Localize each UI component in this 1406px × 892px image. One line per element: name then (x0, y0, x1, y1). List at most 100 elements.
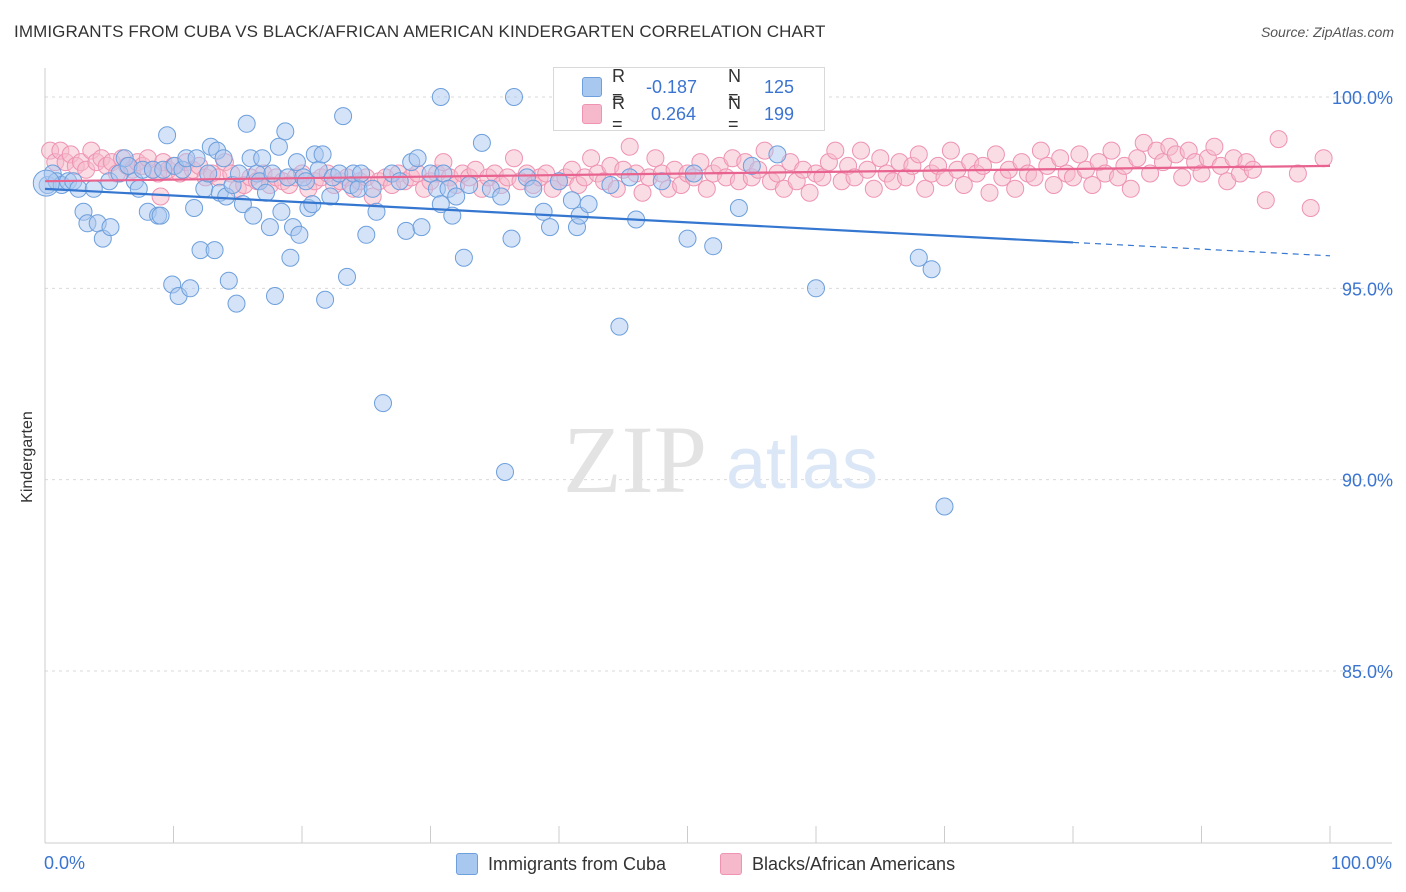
black-point-148 (954, 176, 973, 194)
cuba-point-60 (276, 122, 295, 141)
cuba-point-35 (195, 179, 214, 198)
legend-swatch-black (720, 853, 742, 875)
cuba-point-120 (652, 172, 671, 191)
y-tick-labels: 100.0% 95.0% 90.0% 85.0% (1332, 88, 1393, 682)
cuba-point-115 (579, 195, 598, 214)
cuba-point-96 (434, 164, 453, 183)
trend-line-black (44, 164, 1331, 183)
black-point-153 (986, 145, 1005, 164)
trend-line-cuba (44, 187, 1074, 244)
cuba-point-23 (151, 206, 170, 225)
stats-n-value: 125 (764, 76, 795, 97)
trend-lines (44, 164, 1331, 257)
cuba-point-117 (610, 317, 629, 336)
legend-label-cuba: Immigrants from Cuba (488, 853, 667, 874)
chart-axes (44, 68, 1392, 844)
cuba-point-64 (287, 153, 306, 172)
cuba-point-89 (397, 221, 416, 240)
black-point-141 (909, 145, 928, 164)
cuba-point-74 (321, 187, 340, 206)
black-point-133 (858, 160, 877, 179)
cuba-point-105 (496, 463, 514, 481)
legend-item-black[interactable]: Blacks/African Americans (720, 850, 955, 878)
cuba-point-31 (181, 279, 200, 298)
black-point-124 (800, 183, 819, 202)
black-point-134 (864, 179, 883, 198)
stats-r-value: -0.187 (646, 76, 698, 97)
cuba-point-99 (447, 187, 466, 206)
cuba-point-88 (390, 172, 409, 191)
black-point-142 (916, 179, 935, 198)
black-point-185 (1192, 164, 1211, 183)
black-point-195 (1269, 130, 1288, 149)
black-point-156 (1006, 179, 1025, 198)
cuba-point-102 (472, 133, 491, 152)
cuba-point-129 (922, 260, 941, 279)
y-axis-label: Kindergarten (19, 411, 36, 503)
black-point-194 (1256, 191, 1275, 210)
black-point-29 (151, 187, 170, 206)
x-tick-label-min: 0.0% (44, 853, 85, 873)
x-tick-label-max: 100.0% (1331, 853, 1392, 873)
cuba-point-54 (257, 183, 275, 202)
cuba-point-125 (742, 156, 761, 175)
cuba-point-126 (768, 145, 787, 164)
cuba-point-6 (69, 179, 88, 198)
black-point-108 (697, 179, 716, 198)
cuba-point-109 (534, 202, 553, 221)
black-point-100 (646, 149, 665, 168)
cuba-point-104 (492, 187, 511, 206)
cuba-point-92 (412, 218, 431, 237)
stats-r-label: R = (612, 93, 625, 134)
black-point-132 (852, 141, 870, 160)
cuba-point-58 (269, 137, 288, 156)
cuba-point-84 (363, 179, 382, 198)
chart-source: Source: ZipAtlas.com (1260, 24, 1394, 40)
cuba-point-112 (562, 191, 581, 210)
cuba-point-32 (185, 199, 204, 217)
cuba-point-116 (601, 176, 620, 194)
black-point-163 (1051, 149, 1070, 168)
cuba-point-128 (909, 248, 928, 267)
y-tick-label-2: 90.0% (1342, 471, 1393, 491)
cuba-point-77 (334, 107, 353, 126)
black-point-146 (941, 141, 960, 160)
black-point-166 (1070, 145, 1089, 164)
chart-title: IMMIGRANTS FROM CUBA VS BLACK/AFRICAN AM… (14, 22, 826, 41)
black-point-162 (1044, 176, 1063, 194)
legend-item-cuba[interactable]: Immigrants from Cuba (456, 850, 666, 878)
y-tick-label-0: 100.0% (1332, 88, 1393, 108)
y-tick-label-1: 95.0% (1342, 279, 1393, 299)
cuba-point-132 (505, 88, 523, 106)
cuba-point-86 (374, 394, 392, 413)
cuba-point-50 (244, 206, 263, 225)
cuba-point-48 (237, 114, 256, 133)
cuba-point-127 (807, 279, 825, 298)
black-point-96 (620, 137, 639, 156)
cuba-point-38 (205, 241, 224, 260)
cuba-point-123 (704, 237, 723, 256)
black-point-175 (1128, 149, 1147, 168)
cuba-point-85 (367, 202, 386, 221)
black-point-160 (1031, 141, 1050, 160)
black-point-193 (1243, 160, 1262, 179)
stats-swatch-black (582, 104, 602, 124)
black-point-135 (871, 149, 890, 168)
cuba-point-73 (316, 290, 335, 309)
cuba-point-82 (352, 164, 371, 183)
cuba-point-131 (431, 88, 450, 106)
black-point-90 (582, 149, 601, 168)
black-point-78 (505, 149, 523, 168)
stats-r-value: 0.264 (646, 103, 697, 124)
black-point-126 (813, 168, 832, 187)
black-point-128 (826, 141, 845, 160)
cuba-point-78 (338, 267, 356, 286)
black-point-152 (980, 183, 999, 202)
cuba-point-91 (408, 149, 427, 168)
cuba-point-130 (935, 497, 954, 516)
stats-n-label: N = (728, 66, 741, 107)
legend-label-black: Blacks/African Americans (752, 853, 956, 874)
cuba-point-65 (290, 225, 309, 244)
black-point-197 (1301, 199, 1320, 217)
